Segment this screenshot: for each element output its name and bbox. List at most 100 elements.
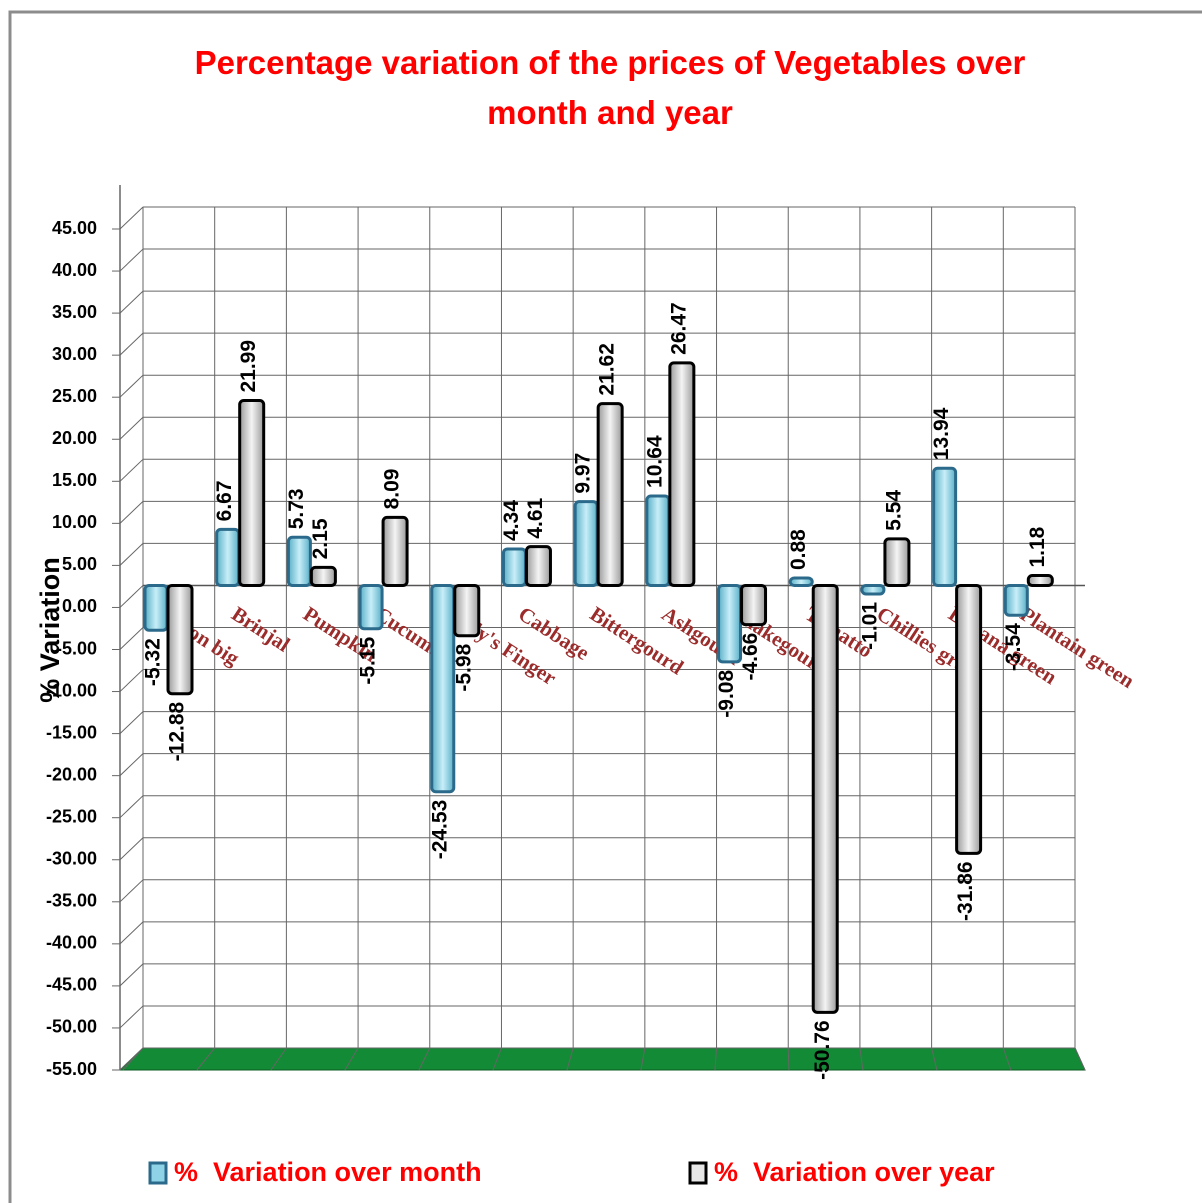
bar [1003,583,1029,617]
grid-line [119,416,144,440]
grid-line [119,248,144,272]
frame [8,10,1202,1203]
bar [860,583,886,596]
bar [286,535,312,587]
data-label: -3.54 [1002,623,1025,671]
bar [166,583,194,696]
floor-divider [640,1047,646,1071]
y-tick-label: 10.00 [52,512,97,532]
data-label: 1.18 [1026,526,1049,567]
floor-divider [566,1047,574,1071]
bar [215,527,241,587]
legend-swatch [688,1161,708,1185]
grid-line [119,795,144,819]
data-label: -1.01 [858,602,881,650]
chart-title: Percentage variation of the prices of Ve… [194,44,1026,131]
y-tick-label: -5.00 [56,638,97,658]
bar [788,576,814,587]
grid-line [119,669,144,692]
data-label: 4.34 [500,500,523,541]
bar [573,500,599,587]
data-label: -5.32 [142,638,165,686]
bar [668,361,696,587]
legend-swatch [148,1161,168,1185]
floor-divider [344,1047,359,1071]
grid-line [119,374,144,398]
bar [883,537,911,587]
data-label: -31.86 [954,861,977,921]
y-axis-label: % Variation [35,557,65,703]
y-tick-label: -35.00 [46,891,97,911]
bar [309,565,337,587]
data-label: -4.66 [739,633,762,681]
data-label: 10.64 [643,435,666,488]
data-label: 21.99 [237,340,260,393]
y-tick-label: -50.00 [46,1017,97,1037]
y-tick-label: -15.00 [46,722,97,742]
bar [143,583,169,632]
floor-divider [196,1047,216,1071]
y-tick-label: 35.00 [52,302,97,322]
bar [811,583,839,1014]
floor [118,1047,1086,1071]
bar [717,583,743,664]
y-tick-label: -40.00 [46,933,97,953]
y-tick-label: 15.00 [52,470,97,490]
data-label: 9.97 [572,453,595,494]
y-tick-label: -25.00 [46,806,97,826]
data-label: -5.15 [357,636,380,684]
grid-line [119,627,144,650]
floor-divider [931,1047,938,1071]
legend-label: % Variation over month [174,1157,482,1187]
grid-line [119,290,144,314]
grid-line [119,1005,144,1029]
y-tick-label: 45.00 [52,218,97,238]
data-label: 4.61 [524,497,547,538]
bar [524,545,552,587]
grid-line [119,753,144,777]
y-tick-label: 30.00 [52,344,97,364]
y-tick-label: 5.00 [62,554,97,574]
legend-label: % Variation over year [714,1157,995,1187]
floor-divider [1002,1047,1012,1071]
bar [1026,574,1054,587]
data-label: 6.67 [213,480,236,521]
floor-divider [492,1047,502,1071]
grid-line [119,458,144,482]
bar [501,547,527,587]
data-label: 2.15 [309,518,332,559]
data-label: 5.54 [882,490,905,531]
data-label: -5.98 [452,643,475,691]
grid-line [119,585,144,608]
data-label: 21.62 [596,343,619,396]
y-tick-label: -20.00 [46,764,97,784]
bar [430,583,456,794]
grid-line [119,963,144,987]
bar [453,583,481,638]
y-tick-label: 20.00 [52,428,97,448]
data-label: -12.88 [166,701,189,761]
floor-divider [418,1047,431,1071]
bar [381,515,409,587]
grid-line [119,206,144,230]
bar [740,583,768,627]
grid-line [119,837,144,861]
floor-divider [714,1047,718,1071]
bar [955,583,983,855]
grid-line [119,543,144,566]
data-label: -24.53 [428,800,451,860]
grid-line [119,921,144,945]
grid-line [119,1047,144,1071]
data-label: 13.94 [930,407,953,460]
y-tick-label: -55.00 [46,1059,97,1079]
data-label: -50.76 [811,1020,834,1080]
bar [932,466,958,587]
floor-divider [787,1047,790,1071]
data-label: 5.73 [285,488,308,529]
bar [645,494,671,587]
y-tick-label: 40.00 [52,260,97,280]
grid-line [119,711,144,734]
bar [596,402,624,587]
data-label: 0.88 [787,529,810,570]
